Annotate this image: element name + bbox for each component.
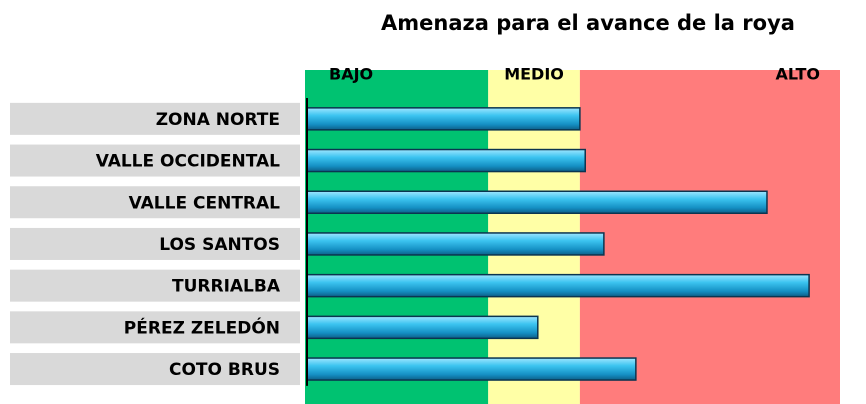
label-background	[10, 102, 300, 135]
label-background	[10, 353, 300, 386]
label-background	[10, 269, 300, 302]
zone-label: BAJO	[329, 65, 373, 84]
bar	[306, 273, 810, 298]
category-label: VALLE OCCIDENTAL	[96, 152, 280, 172]
zone-label: MEDIO	[504, 65, 564, 84]
chart-title: Amenaza para el avance de la roya	[381, 11, 795, 35]
bar	[306, 148, 586, 173]
category-label: LOS SANTOS	[159, 235, 280, 255]
category-label: TURRIALBA	[172, 277, 281, 297]
bar	[306, 107, 581, 131]
label-background	[10, 227, 300, 260]
category-label: PÉREZ ZELEDÓN	[124, 316, 280, 338]
label-background	[10, 311, 300, 344]
zone	[579, 70, 840, 404]
category-label: VALLE CENTRAL	[129, 193, 281, 213]
bar	[306, 232, 605, 256]
label-background	[10, 144, 300, 177]
bar	[306, 315, 539, 340]
bar	[306, 190, 768, 214]
zone-label: ALTO	[776, 65, 820, 84]
label-background	[10, 186, 300, 219]
category-label: ZONA NORTE	[156, 110, 280, 130]
bar	[306, 357, 637, 381]
category-label: COTO BRUS	[169, 360, 280, 380]
